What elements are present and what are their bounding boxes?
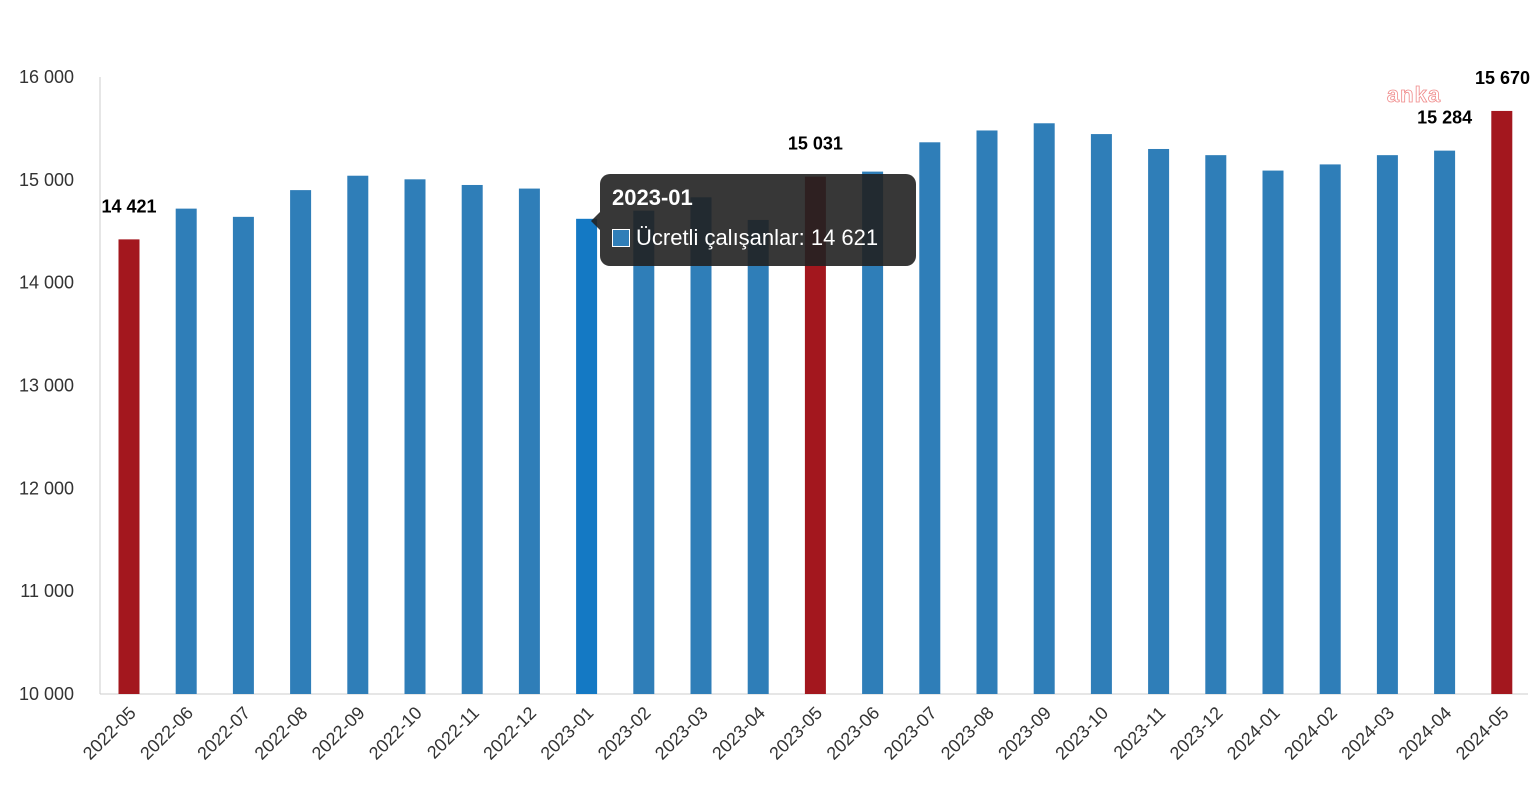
data-label-2024-05: 15 670: [1475, 68, 1530, 88]
x-tick-label: 2023-12: [1166, 703, 1227, 764]
y-tick-label: 14 000: [19, 273, 74, 293]
x-axis-ticks: 2022-052022-062022-072022-082022-092022-…: [79, 703, 1513, 764]
y-axis-ticks: 10 000 11 000 12 000 13 000 14 000 15 000 16 0…: [19, 67, 74, 704]
x-tick-label: 2022-11: [423, 703, 483, 763]
tooltip-series-swatch: [612, 229, 630, 247]
y-tick-label: 13 000: [19, 376, 74, 396]
x-tick-label: 2023-02: [594, 703, 655, 764]
x-tick-label: 2023-03: [651, 703, 712, 764]
bar-2023-07[interactable]: [919, 142, 941, 694]
bar-2023-03[interactable]: [690, 197, 712, 694]
x-tick-label: 2023-10: [1051, 703, 1112, 764]
x-tick-label: 2023-08: [937, 703, 998, 764]
bar-2024-01[interactable]: [1262, 170, 1284, 694]
x-tick-label: 2024-01: [1223, 703, 1284, 764]
tooltip: 2023-01 Ücretli çalışanlar: 14 621: [591, 174, 916, 266]
x-tick-label: 2022-07: [193, 703, 254, 764]
data-label-2022-05: 14 421: [101, 196, 156, 216]
bar-2023-02[interactable]: [633, 210, 655, 694]
bar-2022-06[interactable]: [175, 208, 197, 695]
x-tick-label: 2022-05: [79, 703, 140, 764]
bar-2023-05[interactable]: [804, 176, 826, 694]
watermark-logo: anka: [1387, 82, 1441, 107]
x-tick-label: 2024-04: [1395, 703, 1456, 764]
y-tick-label: 16 000: [19, 67, 74, 87]
x-tick-label: 2022-08: [251, 703, 312, 764]
bar-2023-01[interactable]: [576, 218, 598, 694]
y-tick-label: 11 000: [20, 581, 74, 601]
x-tick-label: 2024-02: [1280, 703, 1341, 764]
bar-2023-09[interactable]: [1033, 123, 1055, 694]
x-tick-label: 2022-12: [479, 703, 540, 764]
bar-2022-11[interactable]: [461, 184, 483, 694]
x-tick-label: 2023-01: [537, 703, 598, 764]
data-label-2024-04: 15 284: [1417, 108, 1472, 128]
bar-2023-10[interactable]: [1090, 134, 1112, 694]
data-label-2023-05: 15 031: [788, 134, 843, 154]
bar-2024-03[interactable]: [1376, 155, 1398, 695]
bar-2022-08[interactable]: [290, 190, 312, 694]
y-tick-label: 10 000: [19, 684, 74, 704]
tooltip-title: 2023-01: [612, 185, 693, 210]
bar-2023-08[interactable]: [976, 130, 998, 694]
bar-2024-04[interactable]: [1434, 150, 1456, 694]
x-tick-label: 2023-05: [765, 703, 826, 764]
y-tick-label: 15 000: [19, 170, 74, 190]
bar-2023-12[interactable]: [1205, 155, 1227, 695]
x-tick-label: 2023-11: [1110, 703, 1170, 763]
x-tick-label: 2023-07: [880, 703, 941, 764]
x-tick-label: 2022-09: [308, 703, 369, 764]
bar-2023-06[interactable]: [862, 171, 884, 694]
x-tick-label: 2024-03: [1337, 703, 1398, 764]
x-tick-label: 2023-06: [823, 703, 884, 764]
bar-2022-10[interactable]: [404, 179, 426, 695]
bar-2023-11[interactable]: [1148, 148, 1170, 694]
bar-2022-05[interactable]: [118, 239, 140, 694]
bar-2023-04[interactable]: [747, 219, 769, 694]
x-tick-label: 2023-04: [708, 703, 769, 764]
x-tick-label: 2023-09: [994, 703, 1055, 764]
bar-2024-02[interactable]: [1319, 164, 1341, 695]
x-tick-label: 2022-10: [365, 703, 426, 764]
tooltip-series-row: Ücretli çalışanlar: 14 621: [612, 226, 904, 250]
bar-2022-07[interactable]: [232, 216, 254, 694]
bar-2024-05[interactable]: [1491, 110, 1513, 694]
bar-2022-12[interactable]: [518, 188, 540, 695]
y-tick-label: 12 000: [19, 478, 74, 498]
tooltip-series-value: Ücretli çalışanlar: 14 621: [636, 225, 879, 250]
bars: [118, 110, 1513, 695]
x-tick-label: 2024-05: [1452, 703, 1513, 764]
bar-2022-09[interactable]: [347, 175, 369, 695]
x-tick-label: 2022-06: [136, 703, 197, 764]
